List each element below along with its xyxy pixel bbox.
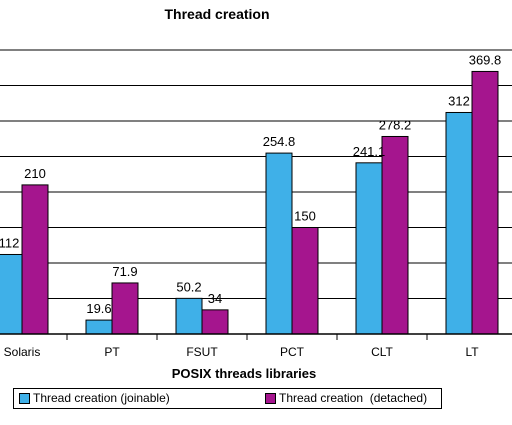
data-label: 312 [448, 93, 470, 108]
legend-label-detached: Thread creation (detached) [279, 391, 428, 405]
data-label: 241.1 [353, 144, 386, 159]
bars [0, 70, 499, 335]
x-tick-label: PT [104, 345, 120, 359]
data-label: 34 [208, 291, 222, 306]
bar-joinable [445, 111, 473, 335]
bar-joinable [355, 162, 383, 335]
x-axis-title: POSIX threads libraries [172, 366, 317, 381]
data-label: 210 [24, 166, 46, 181]
bar-detached [471, 70, 499, 335]
legend-item-detached: Thread creation (detached) [265, 391, 427, 405]
data-label: 112 [0, 235, 19, 250]
chart-legend: Thread creation (joinable) Thread creati… [13, 388, 442, 409]
bar-joinable [0, 253, 23, 335]
bar-detached [111, 282, 139, 335]
chart-title: Thread creation [164, 6, 269, 22]
legend-swatch-detached [265, 392, 276, 404]
bar-joinable [265, 152, 293, 335]
x-tick-label: LT [465, 345, 479, 359]
x-tick-label: Solaris [4, 345, 41, 359]
bar-joinable [175, 297, 203, 335]
bar-detached [291, 227, 319, 335]
data-label: 278.2 [379, 117, 412, 132]
legend-item-joinable: Thread creation (joinable) [19, 391, 170, 405]
bar-detached [201, 309, 229, 335]
legend-label-joinable: Thread creation (joinable) [33, 391, 170, 405]
bar-detached [21, 184, 49, 335]
data-label: 71.9 [112, 264, 137, 279]
x-tick-label: FSUT [186, 345, 218, 359]
bar-joinable [85, 319, 113, 335]
gridlines [0, 49, 512, 299]
x-tick-label: PCT [280, 345, 305, 359]
x-tick-label: CLT [371, 345, 393, 359]
bar-detached [381, 135, 409, 335]
data-label: 19.6 [86, 301, 111, 316]
data-label: 369.8 [469, 52, 502, 67]
legend-swatch-joinable [19, 392, 30, 404]
data-label: 150 [294, 209, 316, 224]
x-axis: Solaris PT FSUT PCT CLT LT [0, 333, 512, 359]
data-labels: 112 210 19.6 71.9 50.2 34 254.8 150 241.1 278.2 31… [0, 52, 501, 316]
data-label: 50.2 [176, 279, 201, 294]
data-label: 254.8 [263, 134, 296, 149]
